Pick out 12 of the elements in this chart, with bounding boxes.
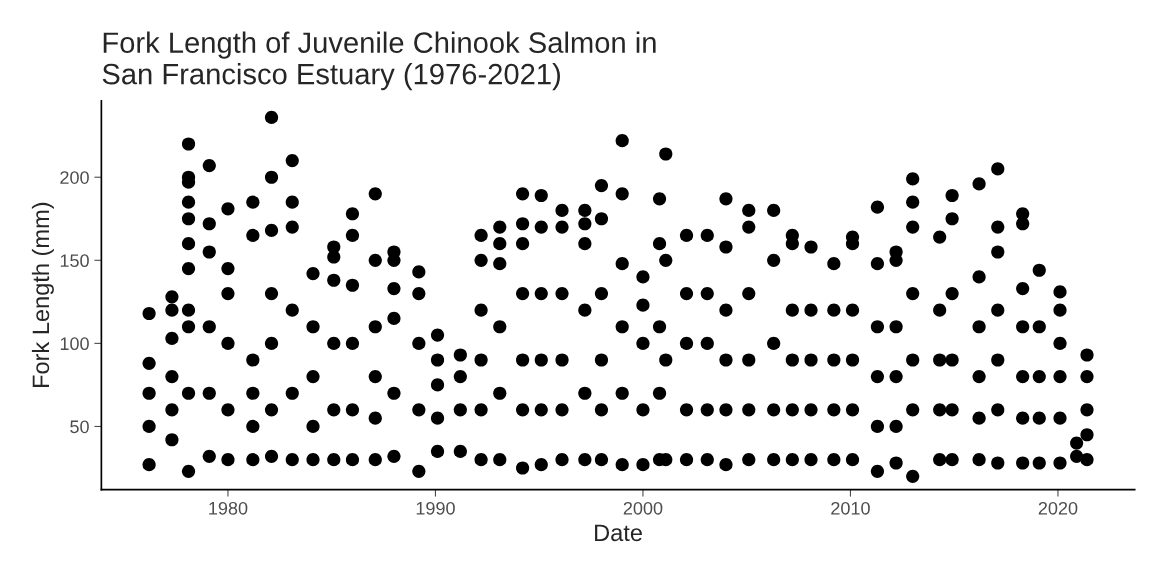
y-tick-label: 150	[60, 254, 89, 268]
x-tick-label: 1990	[416, 501, 455, 515]
y-axis-title: Fork Length (mm)	[31, 202, 54, 388]
x-tick-label: 2010	[831, 501, 870, 515]
y-tick-label: 200	[60, 171, 89, 184]
x-tick-label: 2000	[623, 501, 663, 515]
y-tick-label: 50	[70, 420, 89, 434]
y-tick-label: 100	[60, 337, 89, 351]
chart-title: Fork Length of Juvenile Chinook Salmon in San Francisco Estuary (1976-2021)	[102, 31, 656, 91]
x-tick-label: 1980	[209, 501, 248, 515]
x-axis-title: Date	[595, 524, 642, 542]
x-tick-label: 2020	[1038, 501, 1078, 515]
